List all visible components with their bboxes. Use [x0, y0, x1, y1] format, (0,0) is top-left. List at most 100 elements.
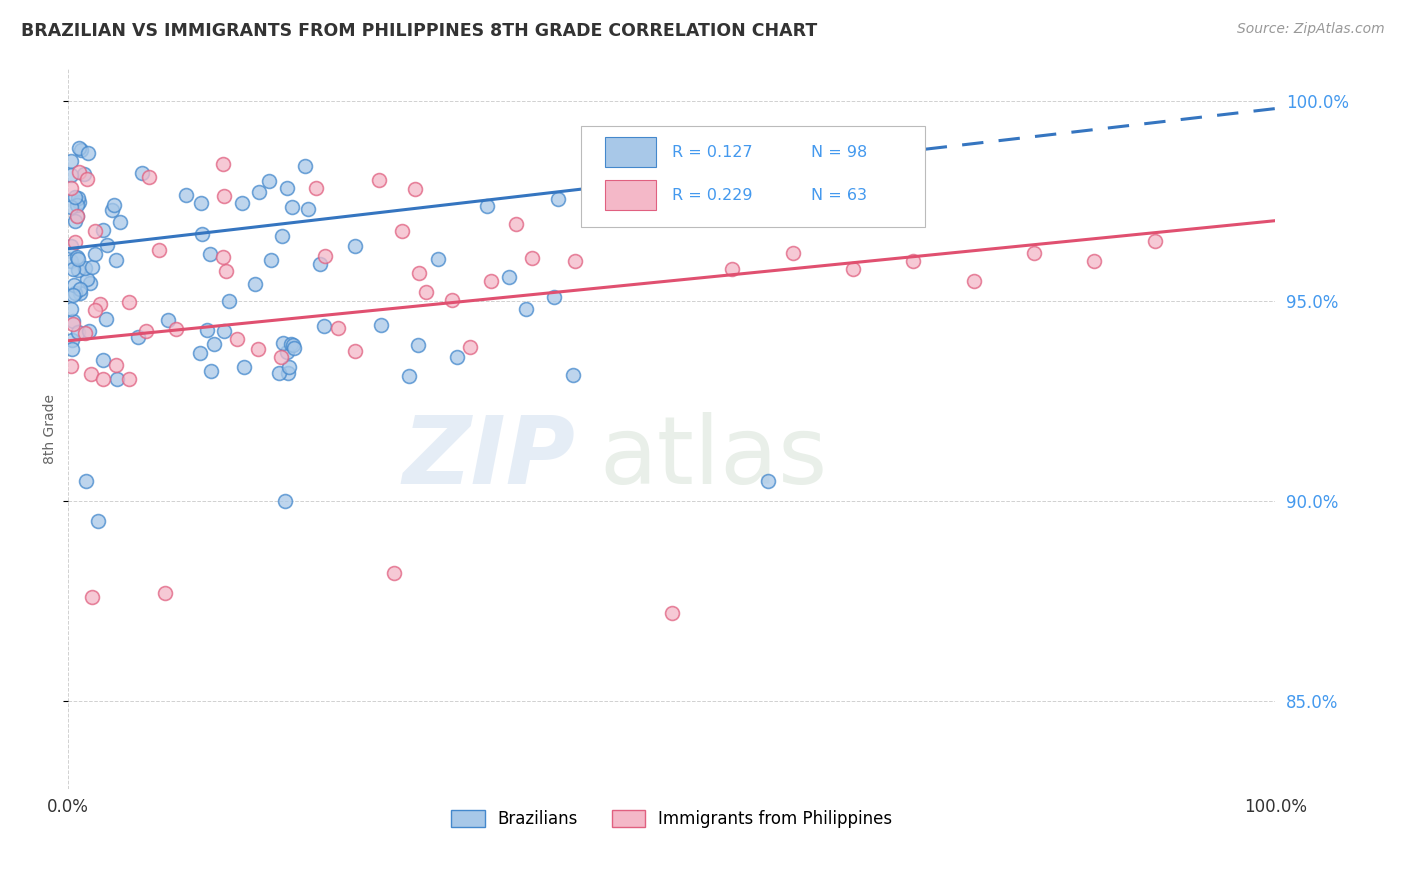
Point: [62, 318, 84, 332]
Point: [117, 372, 139, 386]
Point: [93, 372, 115, 386]
Point: [62, 262, 84, 277]
Point: [276, 344, 298, 359]
Point: [344, 239, 367, 253]
Point: [96, 238, 118, 252]
Point: [271, 336, 294, 351]
Point: [117, 294, 139, 309]
Point: [547, 192, 569, 206]
Point: [156, 313, 179, 327]
Point: [60, 342, 83, 356]
Point: [218, 294, 240, 309]
Point: [105, 252, 128, 267]
Point: [314, 319, 336, 334]
Point: [247, 185, 270, 199]
Point: [280, 336, 302, 351]
Point: [63, 235, 86, 249]
Point: [231, 195, 253, 210]
Text: ZIP: ZIP: [402, 412, 575, 504]
Point: [246, 342, 269, 356]
Point: [62, 287, 84, 301]
Point: [195, 323, 218, 337]
Point: [391, 224, 413, 238]
Point: [477, 199, 499, 213]
Point: [200, 364, 222, 378]
Point: [105, 372, 128, 386]
Point: [59, 181, 82, 195]
Point: [1083, 253, 1105, 268]
Point: [212, 250, 235, 264]
Point: [65, 210, 87, 224]
Point: [446, 350, 468, 364]
Point: [270, 351, 292, 365]
Point: [153, 586, 176, 600]
Point: [73, 167, 96, 181]
Point: [65, 209, 87, 223]
FancyBboxPatch shape: [606, 137, 657, 168]
Point: [1143, 234, 1166, 248]
Point: [62, 278, 84, 293]
Point: [408, 337, 430, 351]
Point: [721, 261, 744, 276]
Point: [408, 266, 430, 280]
Point: [59, 154, 82, 169]
Point: [84, 224, 107, 238]
Point: [398, 369, 420, 384]
Point: [370, 318, 392, 333]
Text: atlas: atlas: [599, 412, 828, 504]
Point: [304, 181, 326, 195]
Point: [63, 285, 86, 300]
Point: [59, 254, 82, 268]
Point: [165, 322, 187, 336]
Point: [276, 180, 298, 194]
Point: [77, 145, 100, 160]
Point: [67, 263, 90, 277]
Point: [479, 274, 502, 288]
Point: [191, 227, 214, 242]
Point: [82, 590, 104, 604]
Point: [60, 334, 83, 348]
Point: [66, 250, 89, 264]
Text: R = 0.229: R = 0.229: [672, 188, 752, 202]
Point: [67, 191, 90, 205]
Point: [756, 474, 779, 488]
Point: [84, 303, 107, 318]
Point: [60, 169, 83, 183]
Point: [103, 198, 125, 212]
Point: [80, 260, 103, 274]
Point: [277, 359, 299, 374]
Point: [782, 245, 804, 260]
Point: [202, 336, 225, 351]
Point: [842, 261, 865, 276]
Point: [135, 324, 157, 338]
Point: [67, 165, 90, 179]
Point: [404, 182, 426, 196]
Point: [215, 264, 238, 278]
FancyBboxPatch shape: [606, 180, 657, 211]
Point: [70, 144, 93, 158]
Point: [69, 282, 91, 296]
Point: [225, 332, 247, 346]
Text: R = 0.127: R = 0.127: [672, 145, 752, 160]
Point: [73, 260, 96, 275]
Point: [415, 285, 437, 299]
Point: [66, 325, 89, 339]
Point: [283, 341, 305, 355]
Point: [661, 606, 683, 620]
Point: [543, 290, 565, 304]
Point: [91, 353, 114, 368]
Point: [79, 324, 101, 338]
Point: [105, 358, 128, 372]
Point: [260, 252, 283, 267]
Point: [76, 272, 98, 286]
Text: Source: ZipAtlas.com: Source: ZipAtlas.com: [1237, 22, 1385, 37]
Point: [59, 238, 82, 252]
Point: [67, 195, 90, 210]
Point: [245, 277, 267, 291]
Point: [564, 253, 586, 268]
Point: [76, 171, 98, 186]
Text: BRAZILIAN VS IMMIGRANTS FROM PHILIPPINES 8TH GRADE CORRELATION CHART: BRAZILIAN VS IMMIGRANTS FROM PHILIPPINES…: [21, 22, 817, 40]
Point: [505, 217, 527, 231]
Point: [308, 256, 330, 270]
Point: [267, 366, 290, 380]
